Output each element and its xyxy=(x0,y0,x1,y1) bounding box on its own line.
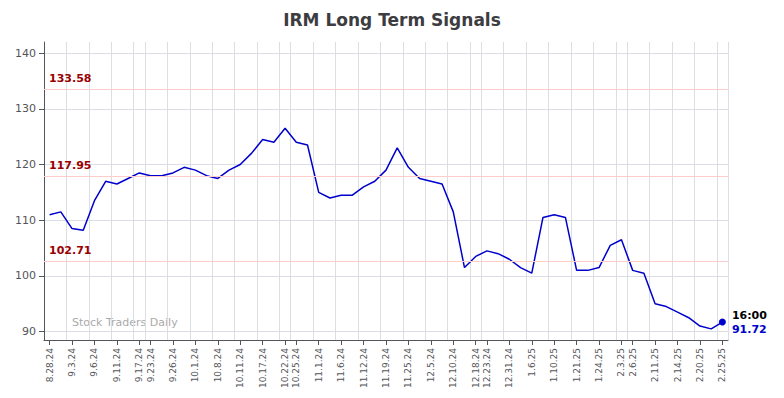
svg-text:11.6.24: 11.6.24 xyxy=(336,348,346,383)
svg-text:2.25.25: 2.25.25 xyxy=(717,348,727,382)
svg-text:Stock Traders Daily: Stock Traders Daily xyxy=(72,316,178,329)
svg-text:12.5.24: 12.5.24 xyxy=(426,348,436,383)
svg-text:12.10.24: 12.10.24 xyxy=(448,348,458,388)
svg-text:8.28.24: 8.28.24 xyxy=(45,348,55,383)
svg-text:16:00: 16:00 xyxy=(732,309,767,322)
svg-text:9.23.24: 9.23.24 xyxy=(146,348,156,383)
svg-text:117.95: 117.95 xyxy=(49,159,91,172)
svg-text:9.11.24: 9.11.24 xyxy=(112,348,122,383)
svg-text:9.3.24: 9.3.24 xyxy=(67,348,77,377)
svg-text:10.22.24: 10.22.24 xyxy=(280,348,290,388)
svg-text:140: 140 xyxy=(15,47,36,60)
svg-text:110: 110 xyxy=(15,214,36,227)
svg-text:1.10.25: 1.10.25 xyxy=(549,348,559,382)
svg-text:2.3.25: 2.3.25 xyxy=(616,348,626,377)
svg-text:1.24.25: 1.24.25 xyxy=(594,348,604,382)
svg-text:11.1.24: 11.1.24 xyxy=(314,348,324,383)
svg-text:9.26.24: 9.26.24 xyxy=(168,348,178,383)
svg-text:90: 90 xyxy=(22,325,36,338)
svg-text:12.31.24: 12.31.24 xyxy=(504,348,514,388)
svg-text:12.23.24: 12.23.24 xyxy=(482,348,492,388)
svg-text:1.21.25: 1.21.25 xyxy=(572,348,582,382)
svg-text:9.6.24: 9.6.24 xyxy=(89,348,99,377)
svg-text:102.71: 102.71 xyxy=(49,244,91,257)
svg-text:10.17.24: 10.17.24 xyxy=(258,348,268,388)
svg-text:12.18.24: 12.18.24 xyxy=(471,348,481,388)
svg-text:10.1.24: 10.1.24 xyxy=(190,348,200,383)
svg-text:91.72: 91.72 xyxy=(732,323,767,336)
svg-text:11.19.24: 11.19.24 xyxy=(381,348,391,388)
svg-text:2.11.25: 2.11.25 xyxy=(650,348,660,382)
svg-text:100: 100 xyxy=(15,269,36,282)
svg-text:10.11.24: 10.11.24 xyxy=(235,348,245,388)
svg-text:2.20.25: 2.20.25 xyxy=(695,348,705,382)
svg-text:1.6.25: 1.6.25 xyxy=(527,348,537,377)
svg-text:133.58: 133.58 xyxy=(49,72,91,85)
svg-text:130: 130 xyxy=(15,102,36,115)
svg-text:IRM Long Term Signals: IRM Long Term Signals xyxy=(283,10,501,30)
svg-text:9.17.24: 9.17.24 xyxy=(134,348,144,383)
svg-text:11.25.24: 11.25.24 xyxy=(403,348,413,388)
svg-text:10.25.24: 10.25.24 xyxy=(291,348,301,388)
svg-text:2.14.25: 2.14.25 xyxy=(673,348,683,382)
svg-text:120: 120 xyxy=(15,158,36,171)
svg-text:2.6.25: 2.6.25 xyxy=(628,348,638,377)
svg-text:10.8.24: 10.8.24 xyxy=(213,348,223,383)
svg-text:11.12.24: 11.12.24 xyxy=(359,348,369,388)
